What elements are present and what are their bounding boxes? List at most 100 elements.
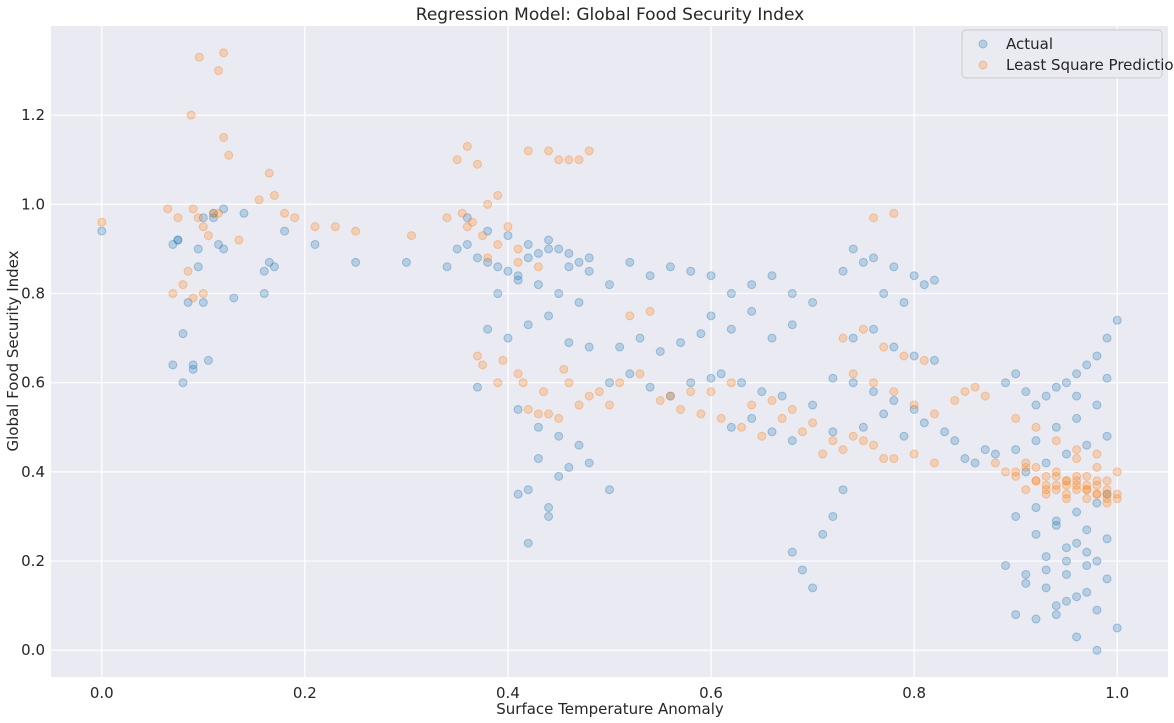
actual-point	[818, 529, 828, 539]
prediction-point	[564, 378, 574, 388]
actual-point	[503, 266, 513, 276]
prediction-point	[1001, 467, 1011, 477]
legend-box	[961, 29, 1163, 79]
prediction-point	[1021, 462, 1031, 472]
prediction-point	[665, 391, 675, 401]
actual-point	[899, 297, 909, 307]
actual-point	[980, 445, 990, 455]
actual-point	[264, 257, 274, 267]
actual-point	[1082, 360, 1092, 370]
prediction-point	[1031, 476, 1041, 486]
prediction-point	[960, 387, 970, 397]
prediction-point	[533, 409, 543, 419]
prediction-point	[858, 436, 868, 446]
legend: Actual Least Square Prediction	[961, 29, 1174, 79]
prediction-point	[919, 355, 929, 365]
prediction-point	[1011, 467, 1021, 477]
prediction-point	[1051, 467, 1061, 477]
actual-point	[605, 378, 614, 388]
actual-point	[1102, 431, 1112, 441]
prediction-point	[493, 378, 503, 388]
actual-point	[706, 271, 716, 281]
prediction-point	[183, 266, 193, 276]
actual-point	[472, 253, 482, 263]
actual-point	[726, 422, 736, 432]
actual-point	[442, 262, 452, 272]
actual-point	[879, 289, 889, 299]
actual-point	[726, 324, 736, 334]
actual-point	[1021, 387, 1031, 397]
prediction-point	[574, 400, 584, 410]
prediction-point	[726, 378, 736, 388]
actual-point	[1031, 400, 1041, 410]
actual-point	[1072, 369, 1082, 379]
prediction-point	[848, 431, 858, 441]
actual-point	[1072, 592, 1082, 602]
prediction-point	[351, 226, 361, 236]
prediction-point	[1092, 489, 1102, 499]
actual-point	[1072, 632, 1082, 642]
prediction-point	[929, 458, 939, 468]
prediction-point	[1061, 476, 1071, 486]
actual-point	[513, 275, 523, 285]
actual-point	[1102, 489, 1112, 499]
actual-point	[208, 208, 218, 218]
actual-point	[503, 333, 513, 343]
actual-point	[767, 333, 777, 343]
prediction-point	[818, 449, 828, 459]
actual-point	[1061, 543, 1071, 553]
actual-point	[168, 360, 178, 370]
prediction-point	[1072, 480, 1082, 490]
actual-point	[706, 373, 716, 383]
prediction-point	[472, 159, 482, 169]
prediction-point	[970, 382, 980, 392]
actual-point	[493, 289, 503, 299]
actual-point	[574, 257, 584, 267]
prediction-point	[1092, 476, 1102, 486]
prediction-point	[1061, 489, 1071, 499]
prediction-point	[462, 222, 472, 232]
actual-point	[203, 355, 213, 365]
actual-point	[1031, 529, 1041, 539]
prediction-point	[574, 155, 584, 165]
actual-point	[564, 462, 574, 472]
prediction-point	[858, 324, 868, 334]
actual-point	[716, 369, 726, 379]
axis-ticks: 0.0 0.2 0.4 0.6 0.8 1.0 0.0 0.2 0.4 0.6 0.8 1.0 1.2	[21, 106, 1129, 702]
actual-point	[909, 404, 919, 414]
actual-point	[584, 458, 594, 468]
actual-point	[889, 342, 899, 352]
actual-point	[564, 248, 574, 258]
actual-point	[838, 485, 848, 495]
actual-point	[1061, 449, 1071, 459]
actual-point	[1112, 315, 1122, 325]
actual-point	[533, 454, 543, 464]
actual-point	[259, 289, 269, 299]
actual-point	[869, 253, 879, 263]
actual-point	[472, 382, 482, 392]
prediction-point	[1102, 498, 1112, 508]
y-axis-label: Global Food Security Index	[4, 250, 22, 451]
prediction-point	[254, 195, 264, 205]
prediction-point	[280, 208, 290, 218]
prediction-point	[518, 378, 528, 388]
actual-point	[183, 297, 193, 307]
actual-point	[1072, 507, 1082, 517]
prediction-point	[513, 369, 523, 379]
prediction-point	[777, 413, 787, 423]
x-tick-label: 0.8	[902, 684, 926, 702]
actual-point	[706, 311, 716, 321]
prediction-point	[889, 208, 899, 218]
actual-point	[1092, 605, 1102, 615]
prediction-point	[1061, 494, 1071, 504]
prediction-point	[533, 262, 543, 272]
prediction-point	[483, 199, 493, 209]
prediction-point	[1082, 494, 1092, 504]
prediction-point	[269, 190, 279, 200]
prediction-point	[208, 208, 218, 218]
prediction-point	[1112, 489, 1122, 499]
prediction-point	[478, 360, 488, 370]
prediction-point	[879, 342, 889, 352]
actual-point	[828, 373, 838, 383]
prediction-point	[625, 311, 635, 321]
